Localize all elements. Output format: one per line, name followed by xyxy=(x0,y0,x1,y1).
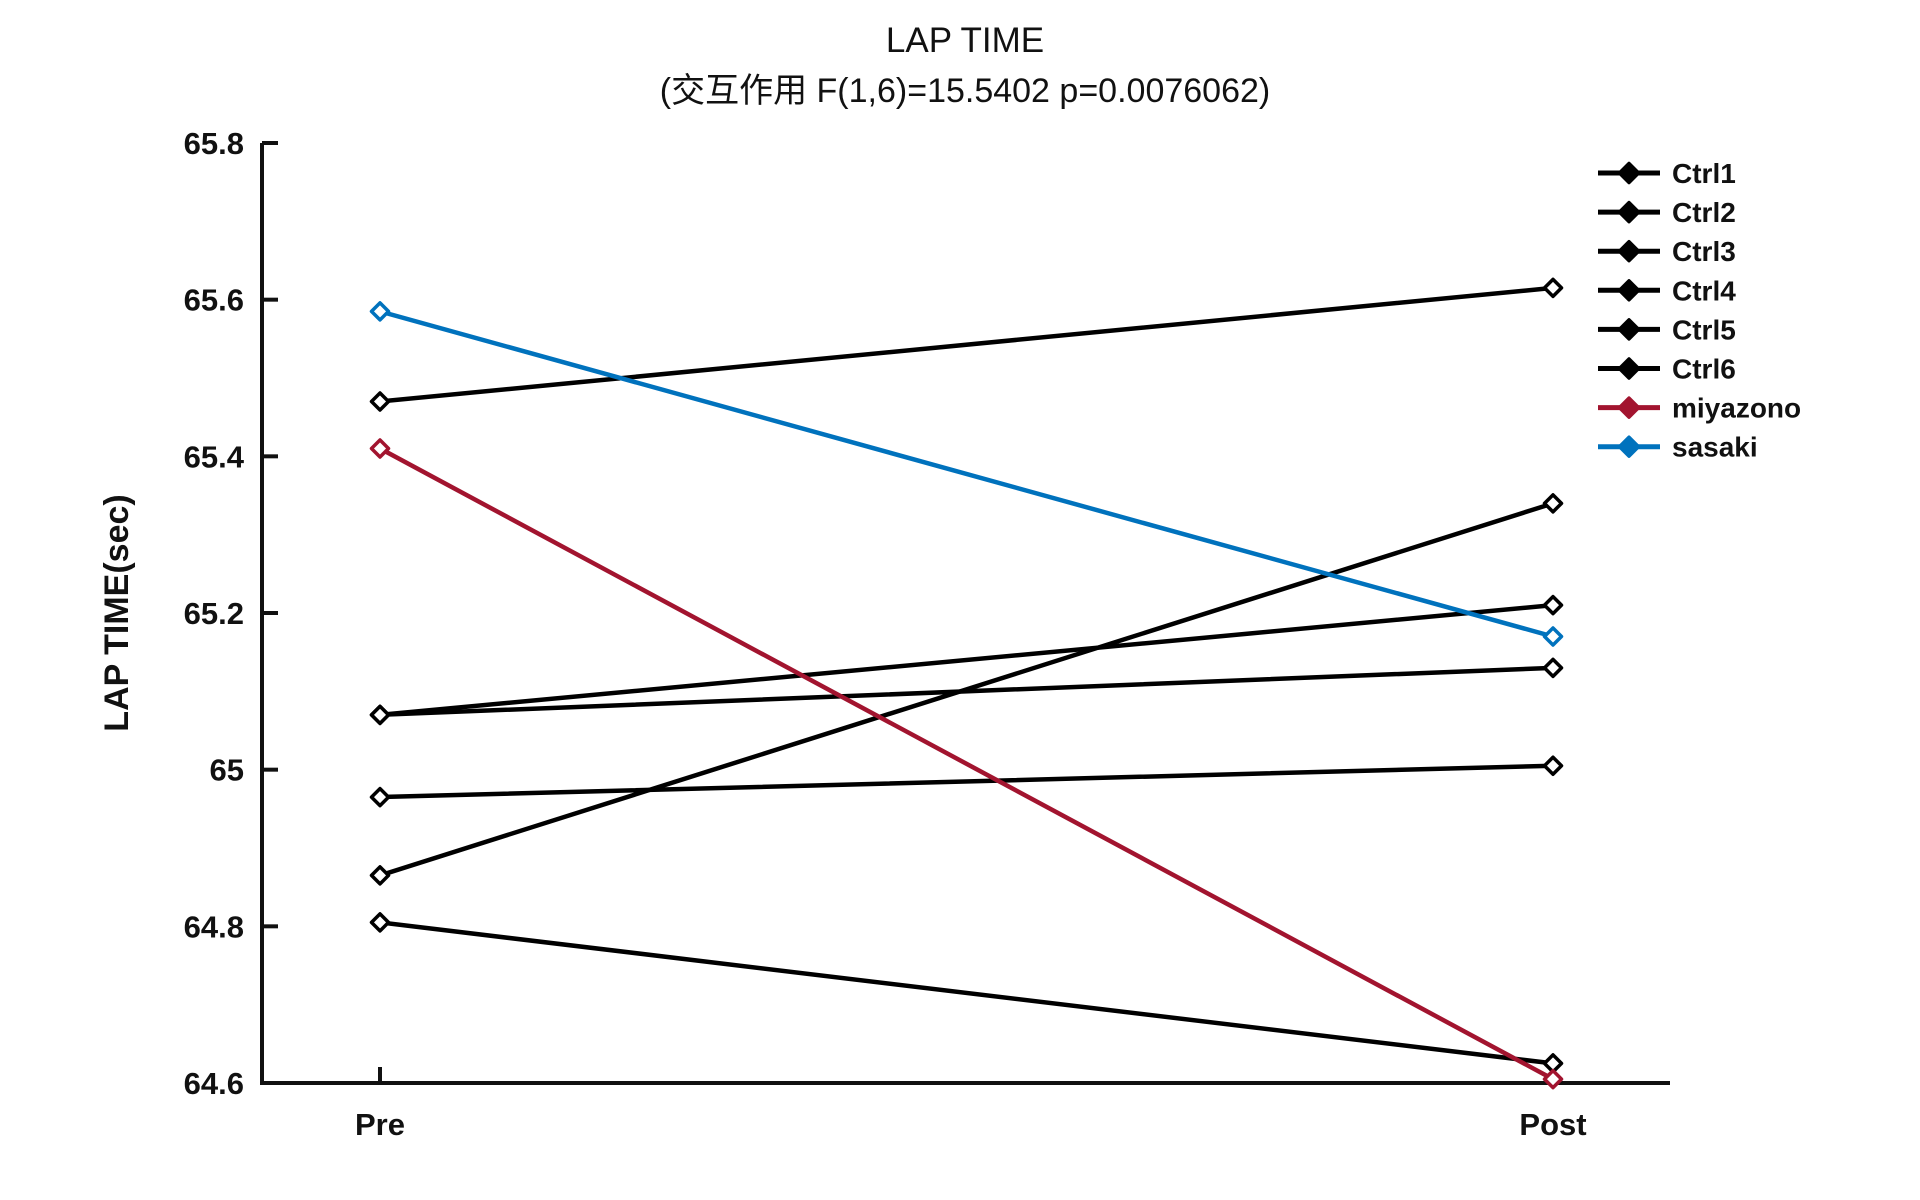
marker-Ctrl2-post xyxy=(1542,594,1564,616)
marker-sasaki-pre xyxy=(369,301,391,322)
legend-marker-miyazono xyxy=(1617,396,1641,419)
legend-label-Ctrl4: Ctrl4 xyxy=(1672,275,1736,306)
legend-label-Ctrl2: Ctrl2 xyxy=(1672,197,1736,228)
y-tick-label: 65 xyxy=(210,753,244,788)
legend-label-miyazono: miyazono xyxy=(1672,393,1801,424)
x-tick-label-pre: Pre xyxy=(355,1107,405,1142)
legend-marker-Ctrl6 xyxy=(1617,357,1641,380)
y-tick-label: 65.2 xyxy=(184,596,244,631)
series-line-Ctrl6 xyxy=(377,920,1556,1066)
marker-miyazono-pre xyxy=(369,438,391,459)
y-axis-label: LAP TIME(sec) xyxy=(98,494,136,731)
marker-Ctrl3-post xyxy=(1542,657,1564,679)
legend: Ctrl1 Ctrl2 Ctrl3 Ctrl4 Ctrl5 Ctrl6 miyazono sa… xyxy=(1598,158,1801,463)
marker-Ctrl5-post xyxy=(1542,493,1564,514)
marker-Ctrl1-pre xyxy=(369,391,391,412)
marker-Ctrl6-pre xyxy=(369,912,391,933)
series-line-Ctrl1 xyxy=(377,285,1556,404)
y-tick-label: 65.6 xyxy=(184,283,244,318)
marker-Ctrl4-post xyxy=(1542,755,1564,776)
series-lines xyxy=(369,277,1564,1090)
series-line-sasaki xyxy=(377,309,1556,639)
y-tick-label: 65.8 xyxy=(184,126,244,161)
y-tick-label: 65.4 xyxy=(184,439,245,474)
series-line-Ctrl5 xyxy=(377,501,1556,878)
legend-item-Ctrl5: Ctrl5 xyxy=(1598,314,1736,345)
series-line-miyazono xyxy=(377,446,1556,1082)
chart-subtitle: (交互作用 F(1,6)=15.5402 p=0.0076062) xyxy=(660,72,1270,110)
legend-item-miyazono: miyazono xyxy=(1598,393,1801,424)
marker-Ctrl4-pre xyxy=(369,786,391,808)
marker-Ctrl3-pre xyxy=(369,704,391,726)
axes: 64.6 64.8 65 65.2 65.4 65.6 65.8 Pre Post xyxy=(184,126,1670,1142)
legend-label-Ctrl6: Ctrl6 xyxy=(1672,354,1736,385)
legend-item-Ctrl1: Ctrl1 xyxy=(1598,158,1736,189)
legend-label-sasaki: sasaki xyxy=(1672,432,1758,463)
y-tick-label: 64.6 xyxy=(184,1066,244,1101)
legend-item-Ctrl6: Ctrl6 xyxy=(1598,354,1736,385)
legend-marker-Ctrl3 xyxy=(1617,239,1641,263)
marker-miyazono-post xyxy=(1542,1068,1564,1090)
legend-label-Ctrl5: Ctrl5 xyxy=(1672,314,1736,345)
marker-Ctrl5-pre xyxy=(369,865,391,886)
legend-marker-Ctrl1 xyxy=(1617,161,1641,185)
series-line-Ctrl2 xyxy=(377,602,1556,718)
legend-item-Ctrl3: Ctrl3 xyxy=(1598,236,1736,267)
series-line-Ctrl4 xyxy=(377,763,1556,800)
legend-item-sasaki: sasaki xyxy=(1598,432,1758,463)
legend-item-Ctrl2: Ctrl2 xyxy=(1598,197,1736,228)
legend-marker-Ctrl4 xyxy=(1617,279,1641,302)
legend-marker-Ctrl5 xyxy=(1617,318,1641,341)
legend-item-Ctrl4: Ctrl4 xyxy=(1598,275,1736,306)
x-tick-label-post: Post xyxy=(1519,1107,1586,1142)
legend-marker-sasaki xyxy=(1617,435,1641,458)
marker-sasaki-post xyxy=(1542,626,1564,647)
legend-marker-Ctrl2 xyxy=(1617,200,1641,224)
marker-Ctrl1-post xyxy=(1542,277,1564,299)
legend-label-Ctrl1: Ctrl1 xyxy=(1672,158,1736,189)
chart-title: LAP TIME xyxy=(886,21,1044,60)
y-tick-label: 64.8 xyxy=(184,909,244,944)
marker-Ctrl6-post xyxy=(1542,1053,1564,1074)
legend-label-Ctrl3: Ctrl3 xyxy=(1672,236,1736,267)
